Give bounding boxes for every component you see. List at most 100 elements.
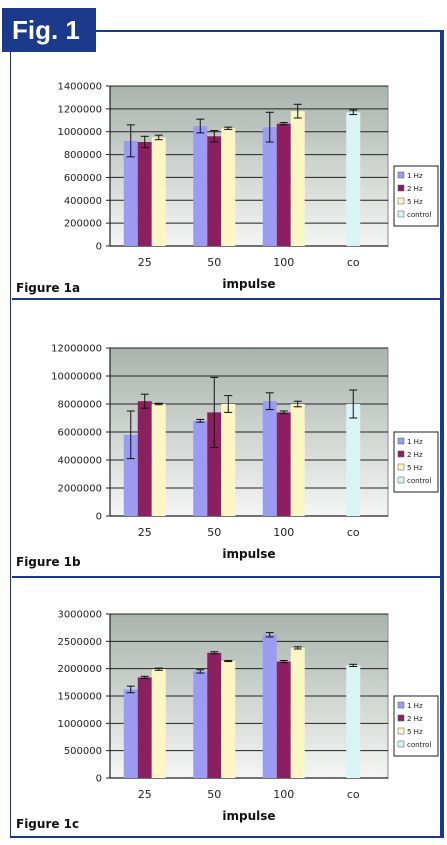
- bar: [221, 661, 236, 778]
- y-tick-label: 6000000: [57, 428, 102, 439]
- panel-label: Figure 1c: [16, 817, 79, 831]
- legend-label: 5 Hz: [407, 728, 423, 736]
- x-tick-label: 25: [138, 788, 152, 801]
- y-tick-label: 8000000: [57, 400, 102, 411]
- x-tick-label: 50: [207, 256, 221, 269]
- y-tick-label: 3000000: [57, 610, 102, 621]
- y-tick-label: 4000000: [57, 456, 102, 467]
- legend-label: 2 Hz: [407, 185, 423, 193]
- bar: [276, 661, 291, 778]
- bar: [123, 434, 138, 516]
- legend-swatch: [397, 463, 405, 471]
- chart-figure-1c: 0 500000 1000000 1500000 2000000 2500000 30000…: [16, 610, 439, 831]
- legend-label: control: [407, 211, 431, 219]
- y-tick-label: 400000: [64, 196, 102, 207]
- y-tick-label: 600000: [64, 173, 102, 184]
- legend-label: 2 Hz: [407, 451, 423, 459]
- bar: [151, 669, 166, 778]
- bar: [137, 401, 152, 516]
- bar: [207, 652, 222, 778]
- y-tick-label: 1200000: [57, 104, 102, 115]
- legend-label: 5 Hz: [407, 198, 423, 206]
- bar: [276, 412, 291, 516]
- x-tick-label: co: [347, 256, 360, 269]
- x-tick-label: co: [347, 788, 360, 801]
- legend-label: 1 Hz: [407, 438, 423, 446]
- bar: [346, 404, 361, 516]
- x-tick-label: 25: [138, 526, 152, 539]
- y-tick-label: 0: [96, 774, 102, 785]
- figure-number-label: Fig. 1: [2, 8, 96, 52]
- legend-swatch: [397, 437, 405, 445]
- bar: [221, 404, 236, 516]
- bar: [262, 401, 277, 516]
- figure-frame: [10, 30, 444, 838]
- panel-label: Figure 1b: [16, 555, 81, 569]
- bar: [262, 634, 277, 778]
- panel-divider: [12, 576, 440, 578]
- y-tick-label: 0: [96, 242, 102, 253]
- x-axis-label: impulse: [222, 547, 275, 561]
- bar: [123, 140, 138, 246]
- legend-swatch: [397, 210, 405, 218]
- bar: [123, 689, 138, 778]
- chart-figure-1b: 0 2000000 4000000 6000000 8000000 10000000 120…: [16, 344, 439, 569]
- legend-label: 2 Hz: [407, 715, 423, 723]
- bar: [151, 404, 166, 516]
- legend-swatch: [397, 450, 405, 458]
- bar: [276, 123, 291, 246]
- x-tick-label: 100: [273, 526, 294, 539]
- panel-divider: [12, 298, 440, 300]
- x-tick-label: 50: [207, 526, 221, 539]
- legend-label: 1 Hz: [407, 702, 423, 710]
- bar: [290, 404, 305, 516]
- legend-swatch: [397, 171, 405, 179]
- y-tick-label: 12000000: [51, 344, 102, 355]
- y-tick-label: 200000: [64, 219, 102, 230]
- bar: [207, 412, 222, 516]
- x-tick-label: 100: [273, 256, 294, 269]
- y-tick-label: 10000000: [51, 372, 102, 383]
- legend-swatch: [397, 714, 405, 722]
- y-tick-label: 2500000: [57, 637, 102, 648]
- legend-label: 1 Hz: [407, 172, 423, 180]
- legend-label: 5 Hz: [407, 464, 423, 472]
- bar: [137, 677, 152, 778]
- bar: [262, 127, 277, 246]
- y-tick-label: 1400000: [57, 82, 102, 93]
- y-tick-label: 2000000: [57, 664, 102, 675]
- y-tick-label: 0: [96, 512, 102, 523]
- x-tick-label: co: [347, 526, 360, 539]
- chart-figure-1a: 0 200000 400000 600000 800000 1000000 1200000 1…: [16, 82, 439, 295]
- legend-swatch: [397, 727, 405, 735]
- bar: [207, 136, 222, 246]
- bar: [290, 647, 305, 778]
- legend-swatch: [397, 184, 405, 192]
- y-tick-label: 800000: [64, 150, 102, 161]
- bar: [290, 111, 305, 246]
- bar: [137, 142, 152, 246]
- x-axis-label: impulse: [222, 809, 275, 823]
- x-tick-label: 25: [138, 256, 152, 269]
- bar: [221, 128, 236, 246]
- legend-swatch: [397, 740, 405, 748]
- y-tick-label: 1000000: [57, 127, 102, 138]
- bar: [151, 137, 166, 246]
- legend-label: control: [407, 477, 431, 485]
- legend-label: control: [407, 741, 431, 749]
- x-tick-label: 50: [207, 788, 221, 801]
- bar: [346, 665, 361, 778]
- legend-swatch: [397, 701, 405, 709]
- y-tick-label: 1000000: [57, 719, 102, 730]
- legend-swatch: [397, 476, 405, 484]
- x-tick-label: 100: [273, 788, 294, 801]
- panel-label: Figure 1a: [16, 281, 80, 295]
- y-tick-label: 1500000: [57, 692, 102, 703]
- bar: [193, 126, 208, 246]
- x-axis-label: impulse: [222, 277, 275, 291]
- y-tick-label: 500000: [64, 746, 102, 757]
- y-tick-label: 2000000: [57, 484, 102, 495]
- bar: [346, 112, 361, 247]
- bar: [193, 671, 208, 778]
- legend-swatch: [397, 197, 405, 205]
